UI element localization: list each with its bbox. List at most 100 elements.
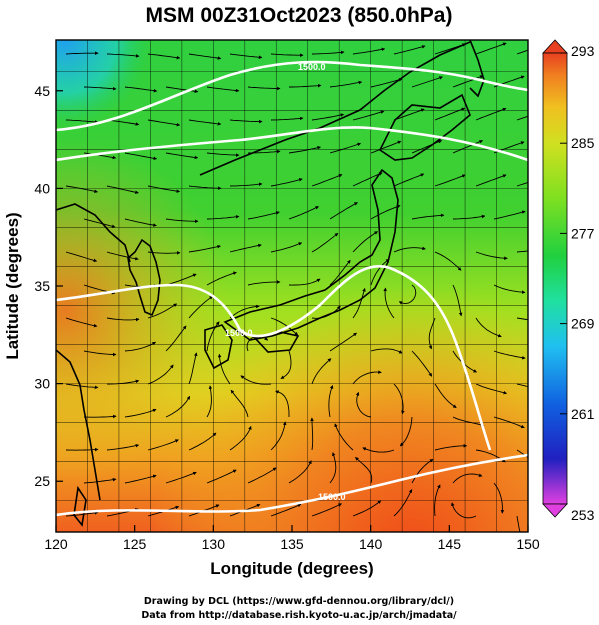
streamline	[475, 42, 507, 55]
streamline	[311, 232, 339, 253]
streamline	[334, 423, 354, 451]
streamline	[516, 49, 528, 55]
streamline	[310, 417, 314, 451]
streamline	[516, 250, 528, 253]
colorbar-top-cap	[542, 39, 568, 54]
streamline	[493, 416, 525, 429]
streamline	[188, 53, 222, 60]
streamline	[270, 116, 304, 121]
streamline	[147, 53, 181, 60]
streamline	[229, 119, 263, 124]
coastline-hokkaido	[378, 93, 471, 161]
streamline	[240, 375, 272, 385]
streamline	[230, 389, 249, 418]
streamline	[393, 246, 426, 253]
streamline	[275, 390, 290, 417]
streamline	[329, 259, 351, 286]
streamline	[65, 317, 98, 328]
streamline	[475, 174, 507, 187]
streamline	[188, 352, 198, 385]
streamline	[147, 439, 179, 451]
streamline	[398, 284, 417, 305]
streamline	[270, 503, 302, 517]
streamline	[83, 414, 117, 419]
streamline	[399, 416, 413, 447]
streamline	[65, 51, 99, 56]
streamline	[393, 45, 426, 55]
streamline	[352, 172, 383, 187]
streamline	[124, 152, 158, 161]
contour-north	[56, 60, 528, 132]
x-tick-label: 130	[202, 536, 226, 552]
streamline	[229, 182, 263, 187]
credit-line-2: Data from http://database.rish.kyoto-u.a…	[141, 610, 457, 621]
streamline	[329, 80, 363, 88]
streamline	[452, 140, 484, 154]
streamline	[493, 350, 526, 360]
wind-streamlines	[65, 42, 528, 532]
height-contours	[56, 60, 528, 517]
streamline	[229, 53, 263, 60]
streamline	[352, 370, 382, 385]
streamline	[206, 271, 237, 286]
contour-label-middle: 1500.0	[225, 328, 253, 338]
coastline-china	[56, 203, 131, 501]
streamline	[311, 174, 343, 187]
streamline	[328, 385, 334, 418]
y-tick-label: 30	[34, 376, 50, 392]
contour-label-north: 1500.0	[298, 62, 326, 72]
streamline	[411, 76, 443, 88]
streamline	[311, 503, 343, 517]
streamline	[165, 152, 199, 160]
streamline	[434, 174, 466, 187]
y-axis-label: Latitude (degrees)	[3, 212, 22, 359]
colorbar-tick-label: 293	[571, 43, 595, 59]
streamline	[370, 140, 402, 154]
streamline	[206, 152, 240, 157]
streamline	[106, 443, 140, 451]
streamline	[329, 452, 337, 484]
streamline	[83, 152, 117, 160]
coastline-taiwan	[73, 485, 87, 527]
streamline	[206, 86, 240, 93]
streamline	[229, 304, 260, 319]
streamline	[288, 278, 321, 286]
streamline	[165, 395, 191, 418]
streamline	[355, 391, 372, 418]
streamline	[165, 471, 197, 484]
streamline	[165, 218, 199, 224]
colorbar-body	[542, 52, 568, 505]
streamline	[65, 119, 99, 124]
streamline	[247, 86, 281, 91]
streamline	[270, 421, 287, 451]
streamline	[311, 113, 345, 121]
contour-labels: 1500.0 1500.0 1500.0	[225, 62, 346, 502]
streamline	[188, 432, 217, 451]
streamline	[65, 185, 98, 193]
y-tick-label: 45	[34, 83, 50, 99]
streamline	[147, 119, 181, 127]
streamline	[362, 447, 395, 453]
colorbar-bottom-cap	[542, 503, 568, 518]
credit-line-1: Drawing by DCL (https://www.gfd-dennou.o…	[144, 596, 454, 607]
contour-south	[56, 453, 528, 517]
chart-title: MSM 00Z31Oct2023 (850.0hPa)	[146, 4, 453, 27]
y-tick-label: 40	[34, 180, 50, 196]
streamline	[106, 185, 139, 195]
streamline	[289, 83, 322, 88]
streamline	[247, 467, 277, 484]
streamline	[393, 173, 425, 187]
streamline	[107, 379, 140, 385]
streamline	[288, 460, 312, 484]
streamline	[288, 206, 320, 220]
x-tick-label: 120	[44, 536, 68, 552]
streamline	[311, 358, 332, 385]
coastline-honshu	[223, 168, 399, 341]
streamline	[270, 53, 304, 58]
colorbar-tick-label: 285	[571, 135, 595, 151]
streamline	[188, 185, 222, 191]
x-tick-label: 145	[438, 536, 462, 552]
streamline	[106, 251, 139, 261]
streamline	[106, 317, 140, 322]
